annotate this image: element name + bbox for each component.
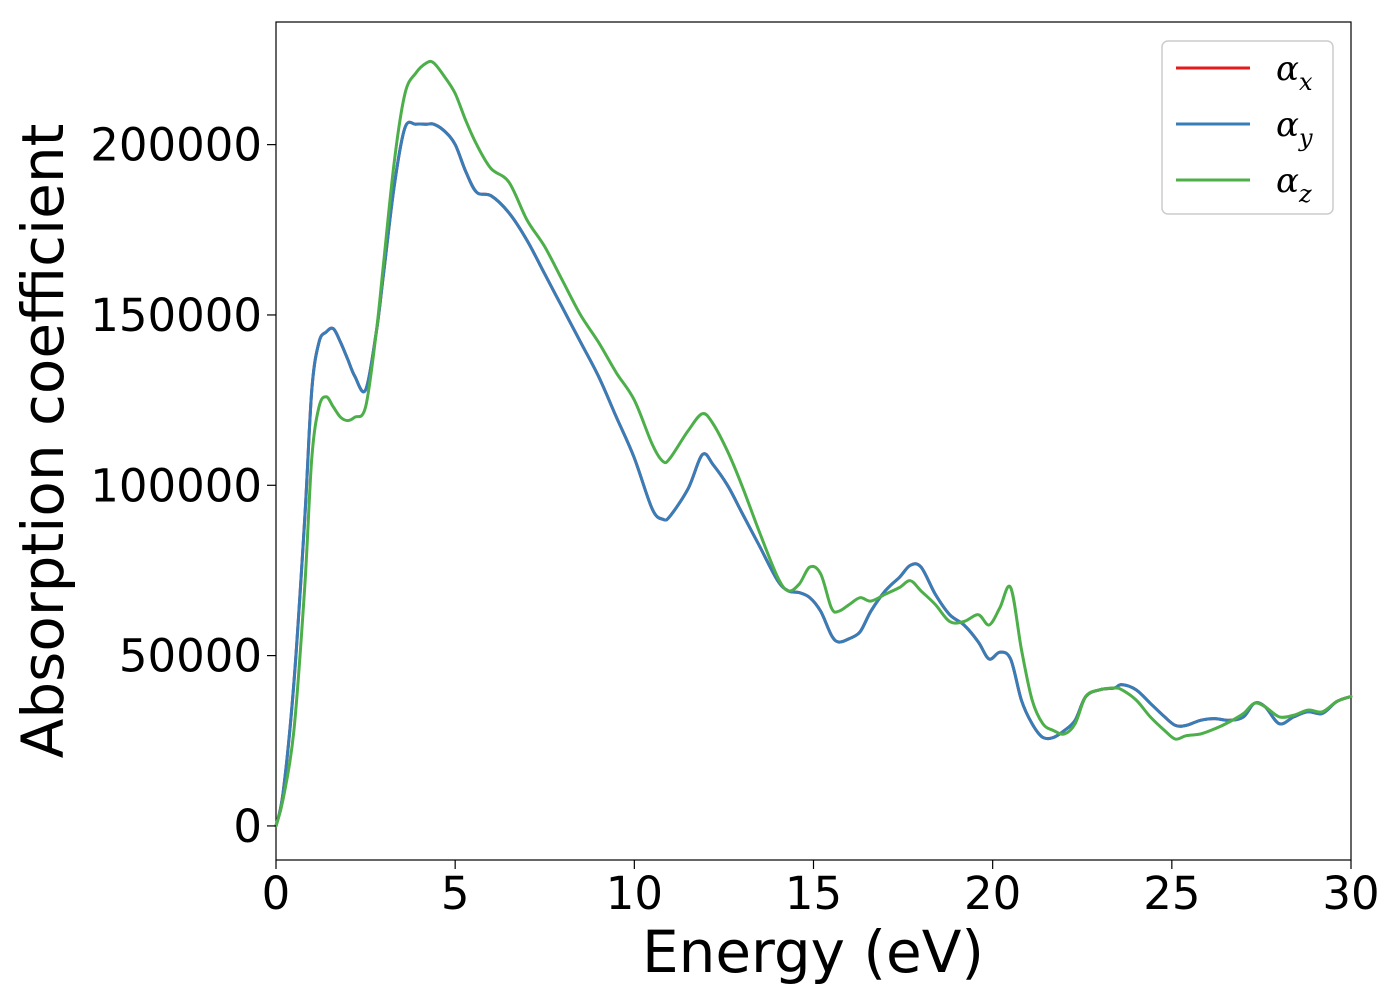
legend-label-base: α bbox=[1276, 105, 1299, 145]
x-tick-label: 5 bbox=[441, 867, 470, 920]
x-tick-label: 25 bbox=[1143, 867, 1200, 920]
legend-label-base: α bbox=[1276, 49, 1299, 89]
x-axis: 0 5 10 15 20 25 30 bbox=[262, 860, 1380, 920]
x-tick-label: 0 bbox=[262, 867, 291, 920]
y-tick-label: 50000 bbox=[119, 630, 262, 683]
legend-label-subscript: z bbox=[1298, 180, 1312, 208]
legend-label-y: αy bbox=[1276, 105, 1313, 152]
x-tick-label: 20 bbox=[964, 867, 1021, 920]
y-tick-label: 150000 bbox=[90, 289, 262, 342]
x-tick-label: 10 bbox=[606, 867, 663, 920]
legend-label-subscript: x bbox=[1299, 68, 1313, 96]
legend-box bbox=[1161, 40, 1334, 215]
y-axis-label: Absorption coefficient bbox=[9, 124, 77, 759]
legend-label-base: α bbox=[1276, 161, 1299, 201]
y-tick-label: 100000 bbox=[90, 459, 262, 512]
y-tick-label: 0 bbox=[233, 800, 262, 853]
x-tick-label: 15 bbox=[785, 867, 842, 920]
series-group bbox=[274, 59, 1353, 828]
x-axis-label: Energy (eV) bbox=[642, 918, 984, 986]
series-line-z bbox=[274, 59, 1353, 828]
x-tick-label: 30 bbox=[1322, 867, 1379, 920]
legend-label-subscript: y bbox=[1298, 124, 1313, 152]
y-axis: 0 50000 100000 150000 200000 bbox=[90, 119, 276, 853]
legend-label-z: αz bbox=[1276, 161, 1312, 208]
legend-label-x: αx bbox=[1276, 49, 1313, 96]
series-line-y bbox=[274, 120, 1353, 828]
y-tick-label: 200000 bbox=[90, 119, 262, 172]
